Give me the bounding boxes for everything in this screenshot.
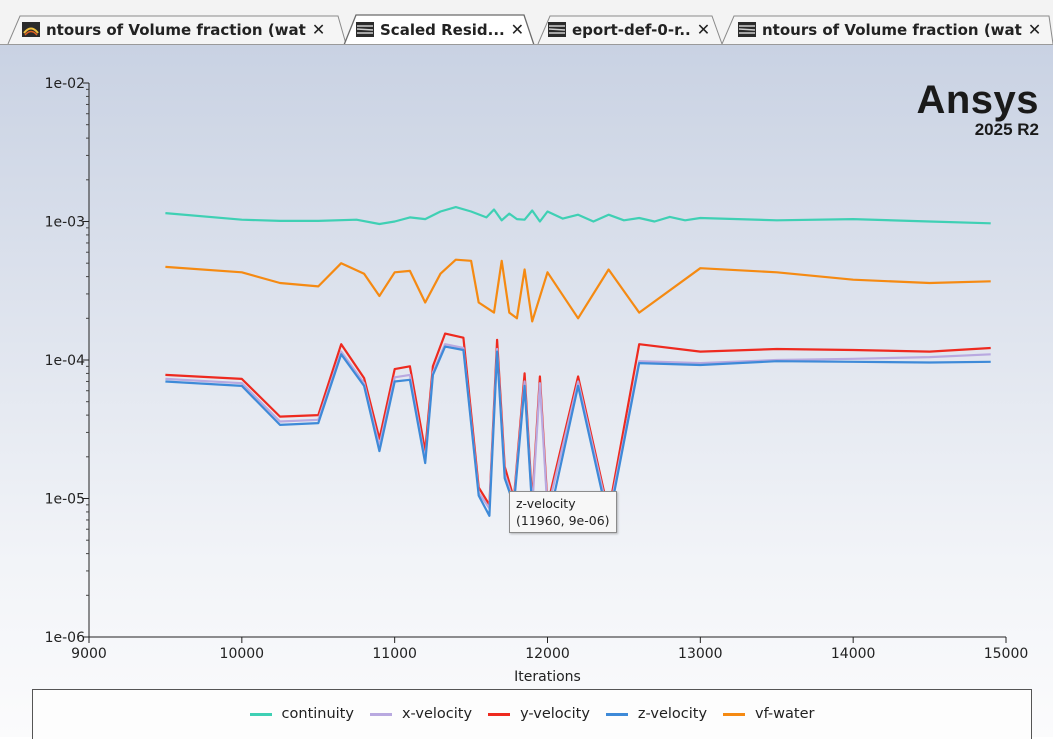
tab-bar: ntours of Volume fraction (wat ✕ Scaled … xyxy=(0,0,1053,45)
residuals-plot-icon xyxy=(356,22,374,37)
tab-label: ntours of Volume fraction (wat xyxy=(762,20,1022,39)
ansys-logo: Ansys 2025 R2 xyxy=(916,80,1039,140)
legend-swatch xyxy=(369,712,392,716)
legend-item-vf-water[interactable]: vf-water xyxy=(723,706,814,722)
legend-swatch xyxy=(488,712,511,716)
tooltip-value: (11960, 9e-06) xyxy=(516,513,610,528)
legend: continuity x-velocity y-velocity z-velocity… xyxy=(32,689,1032,739)
legend-label: y-velocity xyxy=(520,706,590,722)
legend-label: vf-water xyxy=(755,706,815,722)
tab-report-def[interactable]: eport-def-0-r.. ✕ xyxy=(548,15,712,44)
legend-swatch xyxy=(605,712,628,716)
legend-swatch xyxy=(249,712,272,716)
legend-item-x-velocity[interactable]: x-velocity xyxy=(369,706,473,722)
close-icon[interactable]: ✕ xyxy=(510,20,524,39)
legend-item-continuity[interactable]: continuity xyxy=(249,706,354,722)
legend-label: x-velocity xyxy=(401,706,473,722)
tab-scaled-residuals[interactable]: Scaled Resid... ✕ xyxy=(356,15,524,44)
plot-area[interactable] xyxy=(0,45,1053,737)
tab-label: ntours of Volume fraction (wat xyxy=(46,20,306,39)
close-icon[interactable]: ✕ xyxy=(696,20,711,39)
residuals-plot-icon xyxy=(738,22,756,37)
logo-brand: Ansys xyxy=(916,78,1039,122)
legend-swatch xyxy=(723,712,746,716)
tab-label: Scaled Resid... xyxy=(380,20,505,39)
tooltip: z-velocity (11960, 9e-06) xyxy=(509,491,617,533)
tab-contours-1[interactable]: ntours of Volume fraction (wat ✕ xyxy=(22,15,334,44)
tab-label: eport-def-0-r.. xyxy=(572,20,691,39)
legend-label: z-velocity xyxy=(637,706,708,722)
legend-item-z-velocity[interactable]: z-velocity xyxy=(605,706,708,722)
legend-items: continuity x-velocity y-velocity z-velocity… xyxy=(33,706,1031,722)
contour-icon xyxy=(22,22,40,37)
tab-outlines xyxy=(7,14,1053,44)
tab-contours-2[interactable]: ntours of Volume fraction (wat ✕ xyxy=(738,15,1050,44)
legend-item-y-velocity[interactable]: y-velocity xyxy=(488,706,590,722)
legend-label: continuity xyxy=(281,706,354,722)
tooltip-series: z-velocity xyxy=(516,496,576,511)
logo-version: 2025 R2 xyxy=(974,120,1039,139)
close-icon[interactable]: ✕ xyxy=(311,20,326,39)
residuals-plot-icon xyxy=(548,22,566,37)
close-icon[interactable]: ✕ xyxy=(1027,20,1042,39)
